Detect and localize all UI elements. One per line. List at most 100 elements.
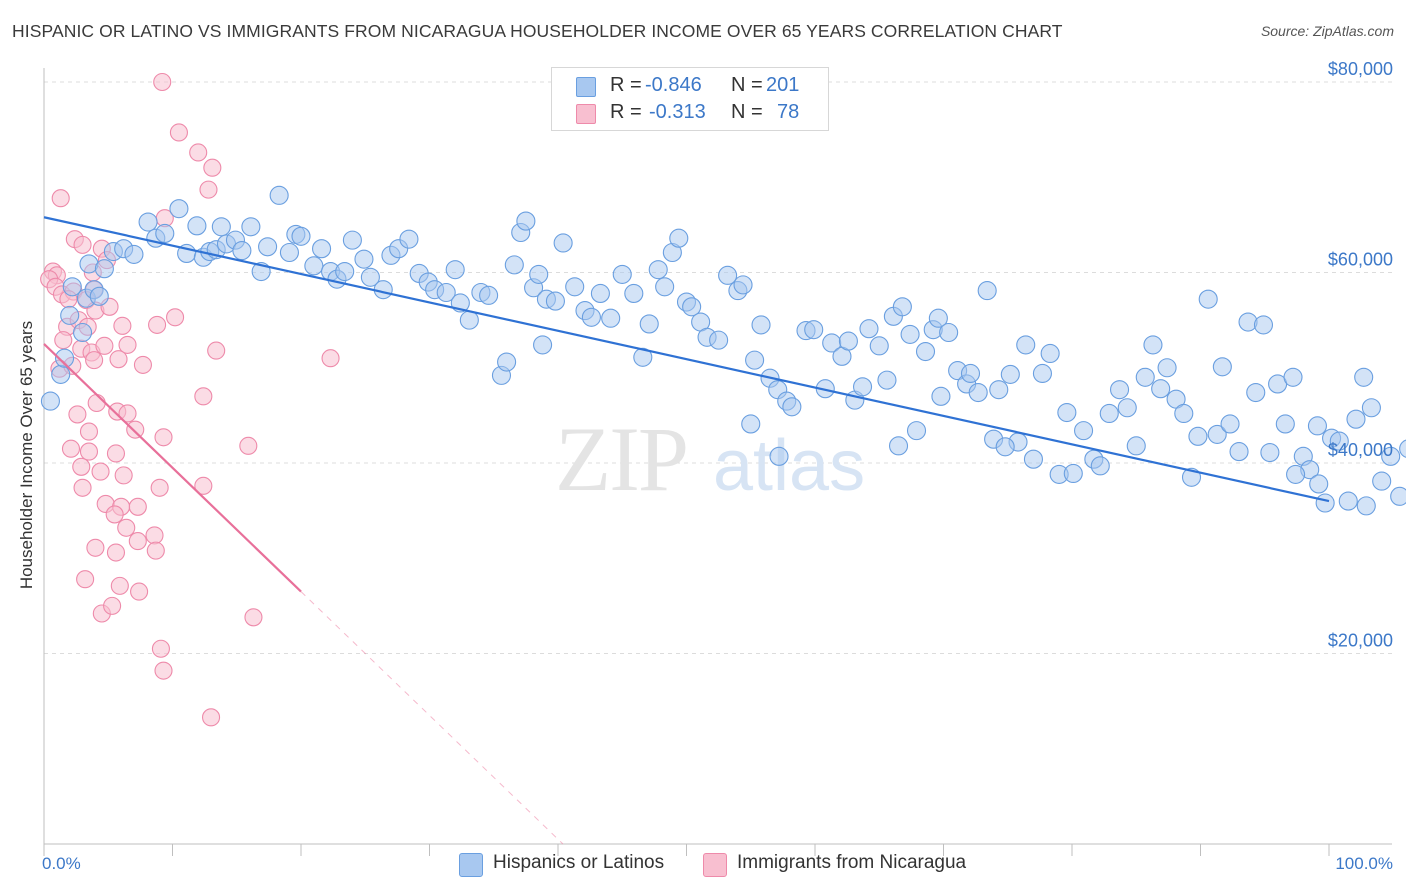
legend-n-value: 201 — [766, 74, 800, 96]
nicaragua-point — [130, 582, 149, 601]
legend-n-value: 78 — [777, 101, 800, 123]
nicaragua-point — [207, 341, 226, 360]
hispanic-point — [1315, 493, 1335, 513]
hispanic-point — [915, 342, 936, 362]
nicaragua-point — [194, 476, 213, 495]
hispanic-point — [1188, 426, 1208, 446]
hispanic-point — [241, 217, 261, 237]
nicaragua-point — [73, 235, 92, 254]
hispanic-point — [900, 324, 920, 344]
hispanic-point — [504, 255, 524, 275]
nicaragua-point — [321, 349, 340, 368]
hispanic-point — [1390, 486, 1406, 506]
nicaragua-trend-extension — [300, 591, 564, 845]
hispanic-point — [1354, 367, 1374, 387]
hispanic-point — [459, 310, 479, 330]
hispanic-point — [838, 331, 858, 351]
hispanic-point — [888, 436, 909, 456]
hispanic-point — [545, 291, 565, 311]
hispanic-point — [1135, 367, 1155, 387]
hispanic-point — [718, 265, 738, 285]
hispanic-point — [55, 348, 75, 368]
nicaragua-point — [103, 596, 122, 615]
nicaragua-point — [145, 526, 164, 545]
y-tick-label: $80,000 — [1328, 59, 1393, 79]
hispanic-point — [360, 267, 380, 287]
hispanic-point — [939, 322, 959, 343]
nicaragua-point — [61, 439, 81, 458]
nicaragua-point — [86, 538, 105, 557]
legend-r-label: R = — [610, 74, 642, 96]
nicaragua-point — [95, 336, 114, 355]
hispanic-point — [639, 314, 659, 334]
legend-r-value: -0.846 — [645, 74, 702, 96]
hispanic-point — [1016, 335, 1036, 355]
watermark-atlas: atlas — [713, 426, 865, 506]
hispanic-point — [155, 223, 175, 243]
legend-swatch-pink — [576, 104, 596, 124]
hispanic-point — [335, 261, 355, 282]
hispanic-point — [1381, 446, 1401, 466]
hispanic-point — [751, 315, 771, 335]
hispanic-point — [1040, 343, 1060, 364]
nicaragua-point — [154, 661, 173, 680]
hispanic-point — [590, 283, 610, 304]
x-tick-label: 100.0% — [1335, 854, 1393, 873]
hispanic-point — [312, 239, 332, 259]
hispanic-point — [612, 264, 632, 284]
hispanic-point — [553, 233, 573, 253]
hispanic-point — [968, 382, 988, 403]
hispanic-point — [565, 277, 585, 297]
hispanic-point — [892, 297, 912, 317]
hispanic-point — [1063, 463, 1083, 484]
hispanic-point — [1099, 403, 1119, 424]
hispanic-point — [624, 283, 644, 304]
hispanic-point — [859, 319, 879, 339]
y-tick-label: $20,000 — [1328, 631, 1393, 651]
hispanic-point — [682, 297, 702, 317]
hispanic-point — [1253, 315, 1274, 335]
stats-legend: R = -0.846 N = 201 R = -0.313 N = 78 — [551, 67, 829, 131]
hispanic-point — [1109, 380, 1130, 400]
hispanic-point — [89, 286, 109, 306]
hispanic-trend-line — [43, 216, 1330, 503]
hispanic-point — [655, 277, 675, 297]
hispanic-points — [40, 185, 1406, 516]
hispanic-point — [211, 217, 231, 237]
hispanic-point — [1286, 464, 1306, 484]
nicaragua-point — [166, 308, 185, 327]
hispanic-point — [1117, 398, 1137, 418]
nicaragua-point — [118, 335, 137, 354]
nicaragua-point — [106, 543, 126, 562]
hispanic-point — [1238, 312, 1258, 332]
hispanic-point — [533, 335, 553, 355]
hispanic-point — [1090, 456, 1110, 476]
nicaragua-point — [146, 541, 165, 560]
hispanic-point — [648, 260, 668, 280]
bottom-legend-label-hispanic: Hispanics or Latinos — [493, 852, 665, 873]
nicaragua-point — [105, 505, 124, 524]
legend-swatch-blue — [576, 77, 596, 97]
nicaragua-point — [106, 444, 126, 463]
hispanic-point — [529, 264, 549, 284]
hispanic-point — [269, 185, 289, 205]
nicaragua-point — [87, 393, 106, 413]
hispanic-point — [436, 282, 456, 303]
hispanic-point — [291, 226, 311, 246]
y-tick-label: $60,000 — [1328, 250, 1393, 270]
hispanic-point — [669, 228, 689, 248]
hispanic-point — [741, 414, 761, 434]
nicaragua-point — [239, 436, 258, 455]
nicaragua-point — [189, 143, 208, 162]
x-tick-label: 0.0% — [42, 854, 81, 873]
nicaragua-point — [72, 457, 91, 476]
hispanic-point — [1260, 442, 1280, 463]
nicaragua-point — [133, 355, 152, 374]
hispanic-point — [1198, 289, 1218, 309]
hispanic-point — [1074, 421, 1094, 441]
hispanic-point — [989, 380, 1009, 400]
hispanic-point — [1329, 431, 1349, 451]
hispanic-point — [1023, 449, 1043, 469]
nicaragua-trend-line — [43, 343, 302, 593]
axes — [43, 68, 1392, 856]
